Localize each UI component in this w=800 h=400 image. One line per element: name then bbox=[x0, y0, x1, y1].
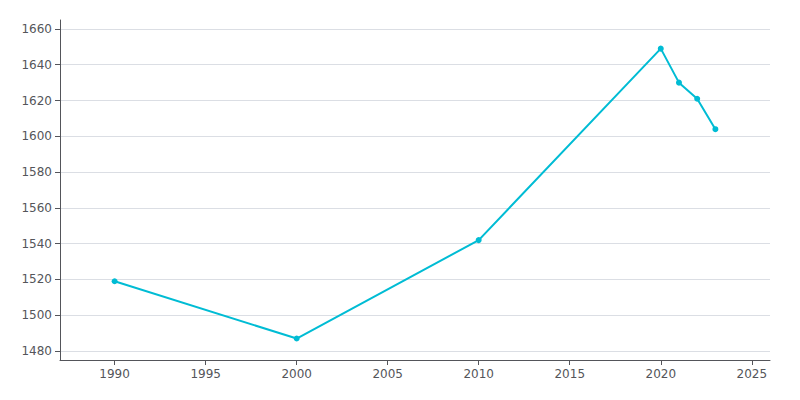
svg-text:1995: 1995 bbox=[190, 367, 221, 381]
svg-text:1500: 1500 bbox=[21, 308, 52, 322]
svg-text:1480: 1480 bbox=[21, 344, 52, 358]
svg-text:1520: 1520 bbox=[21, 272, 52, 286]
svg-text:2025: 2025 bbox=[737, 367, 768, 381]
svg-text:1620: 1620 bbox=[21, 94, 52, 108]
svg-text:2015: 2015 bbox=[554, 367, 585, 381]
svg-text:1660: 1660 bbox=[21, 22, 52, 36]
svg-text:1580: 1580 bbox=[21, 165, 52, 179]
svg-text:2020: 2020 bbox=[645, 367, 676, 381]
svg-text:1540: 1540 bbox=[21, 237, 52, 251]
svg-text:1640: 1640 bbox=[21, 58, 52, 72]
svg-text:2000: 2000 bbox=[281, 367, 312, 381]
svg-text:2005: 2005 bbox=[372, 367, 403, 381]
svg-text:1990: 1990 bbox=[99, 367, 130, 381]
svg-text:1600: 1600 bbox=[21, 129, 52, 143]
svg-text:2010: 2010 bbox=[463, 367, 494, 381]
svg-text:1560: 1560 bbox=[21, 201, 52, 215]
